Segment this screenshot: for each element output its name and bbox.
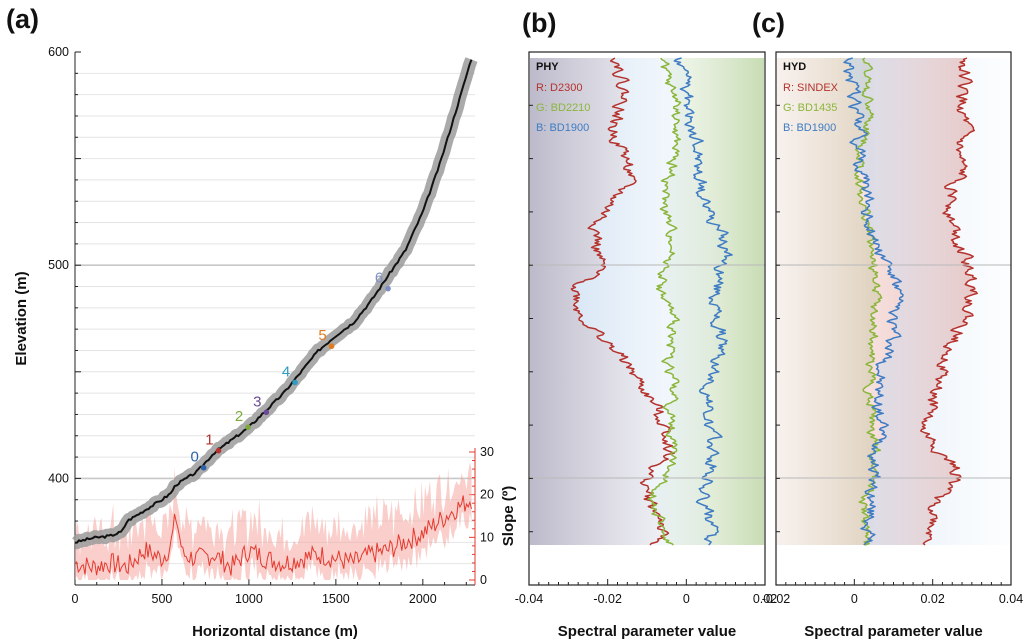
- slope-tick-label: 30: [480, 445, 494, 459]
- legend-entry-0: R: D2300: [536, 82, 582, 94]
- elevation-line: [74, 59, 473, 544]
- y-tick-label: 500: [48, 258, 69, 272]
- profile-point-2: [245, 424, 251, 431]
- x-axis-title: Horizontal distance (m): [192, 623, 358, 640]
- x-tick-label: 0: [683, 592, 690, 606]
- profile-point-label-6: 6: [375, 270, 383, 287]
- x-tick-label: 500: [152, 592, 173, 606]
- legend-title: PHY: [536, 61, 559, 73]
- slope-axis-title: Slope (º): [500, 486, 517, 546]
- series-line-2: [843, 57, 904, 546]
- profile-point-label-2: 2: [235, 408, 243, 425]
- profile-point-5: [328, 343, 335, 350]
- x-tick-label: 0.02: [753, 592, 777, 606]
- x-tick-label: -0.02: [593, 592, 622, 606]
- profile-point-label-1: 1: [205, 432, 213, 449]
- x-tick-label: 1000: [235, 592, 263, 606]
- x-axis-title: Spectral parameter value: [804, 623, 982, 640]
- y-axis-title: Elevation (m): [13, 271, 30, 365]
- legend-entry-2: B: BD1900: [536, 122, 589, 134]
- x-tick-label: 0: [72, 592, 79, 606]
- slope-tick-label: 20: [480, 488, 494, 502]
- profile-point-1: [215, 447, 222, 454]
- y-tick-label: 400: [48, 471, 69, 485]
- series-line-0: [920, 57, 978, 546]
- series-line-2: [673, 57, 733, 546]
- legend-entry-0: R: SINDEX: [783, 82, 839, 94]
- x-tick-label: 2000: [409, 592, 437, 606]
- series-line-0: [570, 57, 675, 546]
- profile-point-label-5: 5: [318, 327, 326, 344]
- x-tick-label: 0.02: [920, 592, 944, 606]
- x-tick-label: 0: [851, 592, 858, 606]
- profile-point-3: [263, 409, 270, 416]
- phy-spectral-chart: -0.04 -0.02 0 0.02 Spectral parameter value P…: [515, 51, 777, 640]
- series-line-1: [647, 57, 682, 546]
- profile-point-label-0: 0: [191, 449, 199, 466]
- profile-point-6: [385, 285, 391, 292]
- slope-tick-label: 10: [480, 530, 494, 544]
- y-tick-label: 600: [48, 45, 69, 59]
- legend-entry-2: B: BD1900: [783, 122, 836, 134]
- shading-2: [530, 58, 733, 545]
- panel-a-letter: (a): [6, 4, 39, 34]
- x-axis-title: Spectral parameter value: [558, 623, 736, 640]
- profile-point-0: [200, 464, 207, 471]
- legend-title: HYD: [783, 61, 806, 73]
- panel-c-letter: (c): [752, 8, 785, 38]
- legend-entry-1: G: BD1435: [783, 102, 837, 114]
- slope-line: [74, 495, 472, 576]
- x-tick-label: -0.04: [515, 592, 544, 606]
- elevation-uncertainty-band: [70, 57, 478, 550]
- profile-point-label-4: 4: [282, 363, 290, 380]
- profile-point-4: [292, 379, 298, 386]
- slope-tick-label: 0: [480, 573, 487, 587]
- hyd-spectral-chart: -0.02 0 0.02 0.04 Spectral parameter value HY…: [762, 51, 1023, 640]
- x-tick-label: -0.02: [762, 592, 791, 606]
- x-tick-label: 1500: [322, 592, 350, 606]
- panel-b-letter: (b): [522, 8, 556, 38]
- profile-point-label-3: 3: [253, 393, 261, 410]
- legend-entry-1: G: BD2210: [536, 102, 590, 114]
- x-tick-label: 0.04: [999, 592, 1023, 606]
